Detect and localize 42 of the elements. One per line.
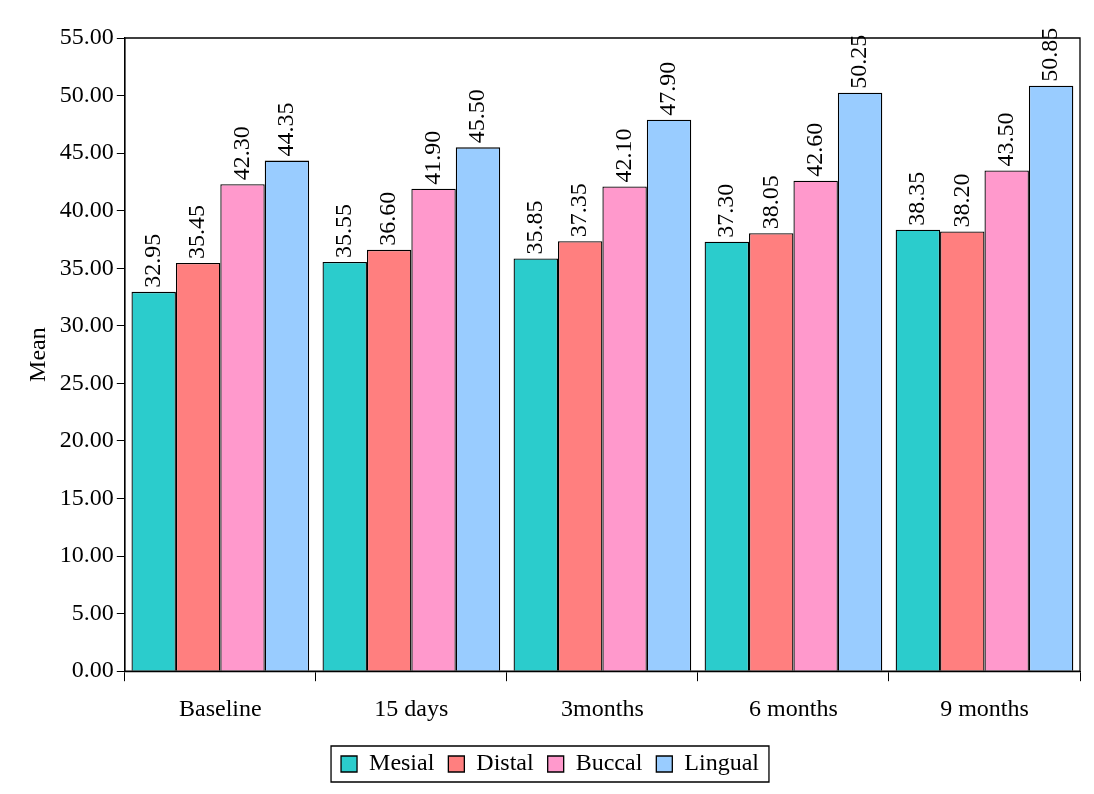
y-tick-label: 45.00 <box>59 138 114 165</box>
x-tick-label: 3months <box>561 694 644 721</box>
text: 43.50 <box>991 112 1018 167</box>
text: 35.45 <box>183 205 210 260</box>
text: 47.90 <box>654 61 681 116</box>
legend-label: Distal <box>476 749 535 776</box>
text: 37.35 <box>565 183 592 238</box>
text: 37.30 <box>712 183 739 238</box>
text: 32.95 <box>138 233 165 288</box>
y-tick-label: 35.00 <box>59 253 114 280</box>
text: 38.35 <box>903 171 930 226</box>
text: 42.60 <box>800 122 827 177</box>
x-tick-label: 9 months <box>940 694 1029 721</box>
y-tick-label: 40.00 <box>59 195 114 222</box>
text: 38.20 <box>947 173 974 228</box>
y-tick-label: 10.00 <box>59 541 114 568</box>
y-tick-label: 50.00 <box>59 80 114 107</box>
x-tick-label: 6 months <box>749 694 838 721</box>
y-tick-label: 30.00 <box>59 311 114 338</box>
legend-label: Mesial <box>369 749 435 776</box>
y-axis-title: Mean <box>23 327 50 382</box>
text: 42.10 <box>609 128 636 183</box>
text: 36.60 <box>374 191 401 246</box>
legend-label: Buccal <box>575 749 643 776</box>
text: 50.25 <box>845 34 872 89</box>
legend-label: Lingual <box>684 749 760 776</box>
y-tick-label: 0.00 <box>71 656 114 683</box>
text: 35.55 <box>330 203 357 258</box>
y-tick-label: 20.00 <box>59 426 114 453</box>
x-tick-label: 15 days <box>374 694 449 721</box>
y-tick-label: 25.00 <box>59 368 114 395</box>
x-tick-label: Baseline <box>179 694 262 721</box>
text: 38.05 <box>756 175 783 230</box>
text: 45.50 <box>463 89 490 144</box>
text: 50.85 <box>1036 27 1063 82</box>
y-tick-label: 55.00 <box>59 23 114 50</box>
text: 42.30 <box>227 126 254 181</box>
y-tick-label: 15.00 <box>59 483 114 510</box>
text: 35.85 <box>521 200 548 255</box>
text: 44.35 <box>272 102 299 157</box>
text: 41.90 <box>418 130 445 185</box>
y-tick-label: 5.00 <box>71 598 114 625</box>
